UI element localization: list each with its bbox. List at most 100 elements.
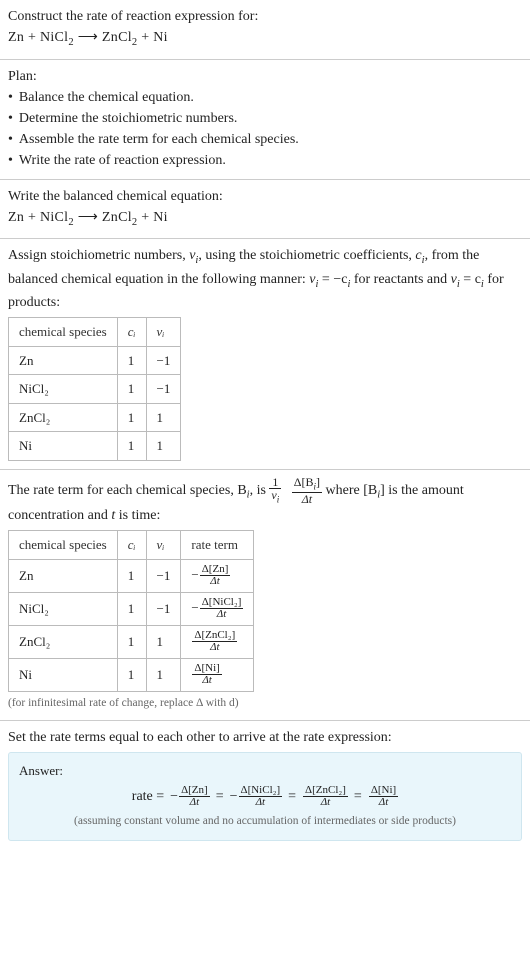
- fraction: Δ[Ni]Δt: [369, 785, 398, 809]
- td: 1: [117, 375, 146, 404]
- txt: = −c: [318, 272, 347, 287]
- td: 1: [117, 625, 146, 658]
- td: 1: [117, 403, 146, 432]
- td: NiCl₂: [9, 592, 118, 625]
- assign-table: chemical species cᵢ νᵢ Zn1−1 NiCl₂1−1 Zn…: [8, 317, 181, 461]
- td: 1: [146, 432, 181, 461]
- td: −1: [146, 346, 181, 375]
- bullet-icon: •: [8, 108, 13, 129]
- bullet-icon: •: [8, 87, 13, 108]
- fraction: Δ[Bi] Δt: [292, 476, 322, 505]
- table-header-row: chemical species cᵢ νᵢ: [9, 318, 181, 347]
- td: −Δ[NiCl₂]Δt: [181, 592, 254, 625]
- numerator: 1: [269, 476, 281, 490]
- plan-text: Assemble the rate term for each chemical…: [19, 129, 299, 150]
- txt: is time:: [115, 508, 160, 523]
- bullet-icon: •: [8, 129, 13, 150]
- td: Δ[Ni]Δt: [181, 658, 254, 691]
- plan-section: Plan: •Balance the chemical equation. •D…: [0, 60, 530, 179]
- td: 1: [117, 592, 146, 625]
- td: 1: [117, 432, 146, 461]
- eq: =: [288, 786, 296, 807]
- rateterm-note: (for infinitesimal rate of change, repla…: [8, 695, 522, 712]
- rate-label: rate =: [132, 786, 164, 807]
- td: NiCl₂: [9, 375, 118, 404]
- txt: The rate term for each chemical species,…: [8, 483, 247, 498]
- assign-text: Assign stoichiometric numbers, νi, using…: [8, 245, 522, 313]
- eqn-part: ZnCl: [102, 30, 132, 45]
- assign-section: Assign stoichiometric numbers, νi, using…: [0, 239, 530, 469]
- rate-expression: rate = −Δ[Zn]Δt = −Δ[NiCl₂]Δt = Δ[ZnCl₂]…: [19, 785, 511, 809]
- balanced-equation: Zn + NiCl2 ⟶ ZnCl2 + Ni: [8, 207, 522, 231]
- td: −Δ[Zn]Δt: [181, 559, 254, 592]
- table-header-row: chemical species cᵢ νᵢ rate term: [9, 531, 254, 560]
- numerator: Δ[Bi]: [292, 476, 322, 493]
- td: −1: [146, 592, 181, 625]
- txt: = c: [460, 272, 481, 287]
- term: Δ[Ni]Δt: [368, 785, 398, 809]
- intro-heading: Construct the rate of reaction expressio…: [8, 6, 522, 27]
- intro-equation: Zn + NiCl2 ⟶ ZnCl2 + Ni: [8, 27, 522, 51]
- intro-section: Construct the rate of reaction expressio…: [0, 0, 530, 59]
- table-row: ZnCl₂11: [9, 403, 181, 432]
- eq: =: [354, 786, 362, 807]
- td: ZnCl₂: [9, 625, 118, 658]
- denominator: Δt: [292, 493, 322, 506]
- td: Δ[ZnCl₂]Δt: [181, 625, 254, 658]
- plan-item: •Write the rate of reaction expression.: [8, 150, 522, 171]
- th: chemical species: [9, 318, 118, 347]
- table-row: Zn 1 −1 −Δ[Zn]Δt: [9, 559, 254, 592]
- balanced-heading: Write the balanced chemical equation:: [8, 186, 522, 207]
- term: −Δ[Zn]Δt: [170, 785, 210, 809]
- final-heading: Set the rate terms equal to each other t…: [8, 727, 522, 748]
- td: 1: [146, 625, 181, 658]
- fraction: Δ[Zn]Δt: [179, 785, 210, 809]
- table-row: Zn1−1: [9, 346, 181, 375]
- txt: , using the stoichiometric coefficients,: [198, 248, 415, 263]
- td: 1: [117, 559, 146, 592]
- balanced-section: Write the balanced chemical equation: Zn…: [0, 180, 530, 239]
- final-section: Set the rate terms equal to each other t…: [0, 721, 530, 849]
- fraction: 1 νi: [269, 476, 281, 505]
- td: Ni: [9, 432, 118, 461]
- td: Ni: [9, 658, 118, 691]
- fraction: Δ[NiCl₂]Δt: [200, 597, 244, 621]
- denominator: νi: [269, 489, 281, 505]
- th: νᵢ: [146, 531, 181, 560]
- eqn-arrow: ⟶: [74, 30, 102, 45]
- td: 1: [117, 346, 146, 375]
- txt: Assign stoichiometric numbers,: [8, 248, 189, 263]
- fraction: Δ[Zn]Δt: [200, 564, 231, 588]
- txt: for reactants and: [350, 272, 450, 287]
- plan-item: • Assemble the rate term for each chemica…: [8, 129, 522, 150]
- td: 1: [146, 403, 181, 432]
- td: 1: [117, 658, 146, 691]
- th: νᵢ: [146, 318, 181, 347]
- fraction: Δ[ZnCl₂]Δt: [303, 785, 348, 809]
- td: −1: [146, 559, 181, 592]
- eqn-part: Zn + NiCl: [8, 210, 68, 225]
- table-row: NiCl₂1−1: [9, 375, 181, 404]
- term: −Δ[NiCl₂]Δt: [230, 785, 283, 809]
- eqn-part: + Ni: [137, 210, 167, 225]
- answer-label: Answer:: [19, 761, 511, 781]
- answer-box: Answer: rate = −Δ[Zn]Δt = −Δ[NiCl₂]Δt = …: [8, 752, 522, 841]
- txt: where [B: [326, 483, 378, 498]
- table-row: Ni11: [9, 432, 181, 461]
- eqn-part: + Ni: [137, 30, 167, 45]
- td: ZnCl₂: [9, 403, 118, 432]
- th: chemical species: [9, 531, 118, 560]
- fraction: Δ[Ni]Δt: [192, 663, 221, 687]
- rateterm-section: The rate term for each chemical species,…: [0, 470, 530, 721]
- rateterm-text: The rate term for each chemical species,…: [8, 476, 522, 526]
- eqn-part: Zn + NiCl: [8, 30, 68, 45]
- td: Zn: [9, 559, 118, 592]
- fraction: Δ[ZnCl₂]Δt: [192, 630, 237, 654]
- td: 1: [146, 658, 181, 691]
- plan-heading: Plan:: [8, 66, 522, 87]
- td: Zn: [9, 346, 118, 375]
- plan-item: •Balance the chemical equation.: [8, 87, 522, 108]
- table-row: ZnCl₂ 1 1 Δ[ZnCl₂]Δt: [9, 625, 254, 658]
- term: Δ[ZnCl₂]Δt: [302, 785, 348, 809]
- bullet-icon: •: [8, 150, 13, 171]
